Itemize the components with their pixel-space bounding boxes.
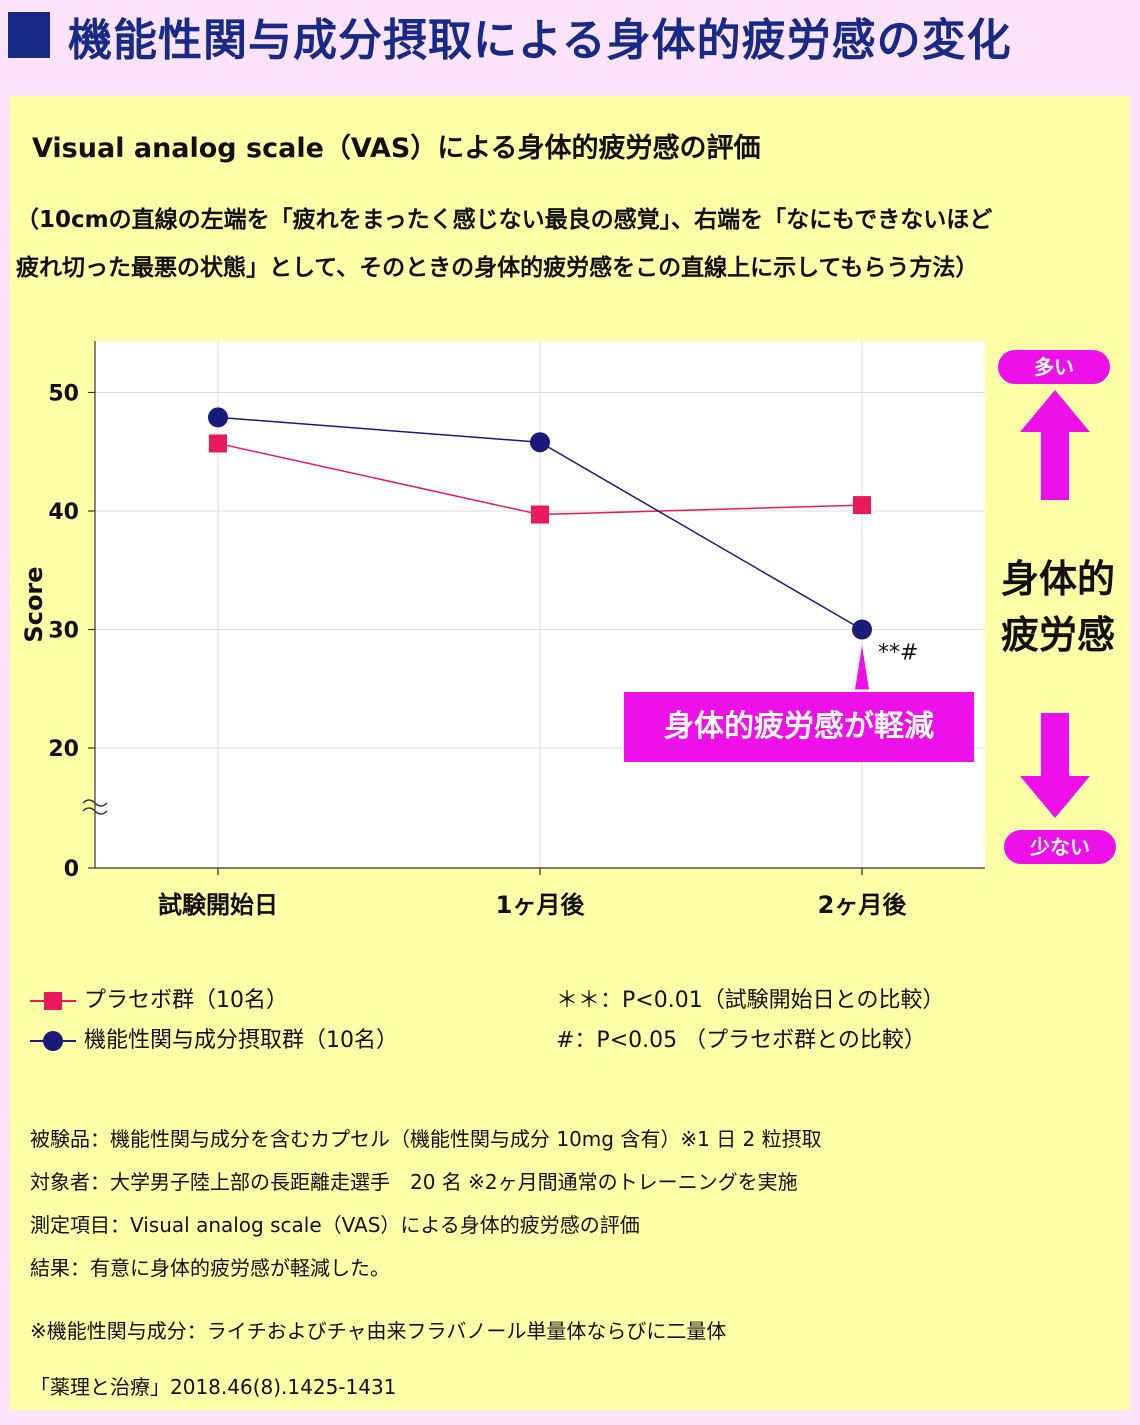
- grid: [95, 341, 985, 868]
- legend-square-marker-icon: [30, 991, 76, 1011]
- reference: 「薬理と治療」2018.46(8).1425-1431: [30, 1375, 397, 1399]
- side-label-line-2: 疲労感: [1000, 613, 1115, 657]
- callout-pointer: [855, 645, 869, 690]
- legend: プラセボ群（10名） 機能性関与成分摂取群（10名）: [30, 981, 398, 1061]
- note-subjects: 対象者：大学男子陸上部の長距離走選手 20 名 ※2ヶ月間通常のトレーニングを実…: [30, 1170, 798, 1194]
- side-label-line-1: 身体的: [1000, 557, 1115, 601]
- line-chart: 0 20 30 40 50 試験開始日 1ヶ月後 2ヶ月後 Score **#: [20, 341, 1090, 920]
- ingredient-footnote: ※機能性関与成分：ライチおよびチャ由来フラバノール単量体ならびに二量体: [30, 1319, 727, 1343]
- more-badge: 多い: [998, 350, 1110, 384]
- down-arrow-icon: [1020, 713, 1090, 818]
- x-tick-label: 試験開始日: [158, 891, 278, 919]
- fatigue-reduced-callout: 身体的疲労感が軽減: [624, 692, 974, 762]
- data-point-square: [209, 434, 227, 453]
- tick-labels: 0 20 30 40 50 試験開始日 1ヶ月後 2ヶ月後 Score **#: [20, 382, 918, 920]
- legend-label-active: 機能性関与成分摂取群（10名）: [84, 1028, 398, 1053]
- significance-line-2: #：P<0.05 （プラセボ群との比較）: [556, 1028, 926, 1053]
- description-line-2: 疲れ切った最悪の状態」として、そのときの身体的疲労感をこの直線上に示してもらう方…: [16, 255, 979, 281]
- y-tick-label: 40: [48, 500, 79, 525]
- page-title: 機能性関与成分摂取による身体的疲労感の変化: [68, 15, 1012, 66]
- note-result: 結果：有意に身体的疲労感が軽減した。: [30, 1256, 390, 1280]
- significance-annotation: **#: [878, 641, 918, 666]
- study-notes: 被験品：機能性関与成分を含むカプセル（機能性関与成分 10mg 含有）※1 日 …: [30, 1118, 822, 1290]
- less-badge: 少ない: [1004, 830, 1116, 864]
- y-tick-label: 50: [48, 382, 79, 407]
- axis-break-mark: [82, 799, 108, 807]
- subtitle: Visual analog scale（VAS）による身体的疲労感の評価: [32, 133, 761, 164]
- up-arrow-icon: [1020, 390, 1090, 500]
- x-tick-label: 2ヶ月後: [818, 891, 908, 919]
- x-tick-label: 1ヶ月後: [496, 891, 586, 919]
- legend-item-placebo: プラセボ群（10名）: [30, 981, 398, 1021]
- data-point-square: [531, 505, 549, 524]
- y-tick-label: 30: [48, 619, 79, 644]
- legend-label-placebo: プラセボ群（10名）: [84, 988, 288, 1013]
- title-square-icon: [8, 12, 50, 58]
- y-axis-title: Score: [20, 566, 48, 642]
- legend-circle-marker-icon: [30, 1031, 76, 1051]
- description: （10cmの直線の左端を「疲れをまったく感じない最良の感覚」、右端を「なにもでき…: [16, 196, 1126, 292]
- description-line-1: （10cmの直線の左端を「疲れをまったく感じない最良の感覚」、右端を「なにもでき…: [16, 207, 993, 233]
- note-measurement: 測定項目：Visual analog scale（VAS）による身体的疲労感の評…: [30, 1213, 640, 1237]
- data-point-circle: [852, 619, 872, 640]
- axis-break-mark: [82, 807, 108, 815]
- data-point-circle: [530, 432, 550, 453]
- data-point-circle: [208, 407, 228, 428]
- y-tick-label: 0: [64, 857, 79, 882]
- fatigue-side-label: 身体的 疲労感: [988, 551, 1128, 663]
- axes: [82, 341, 985, 875]
- data-point-square: [853, 496, 871, 515]
- note-test-item: 被験品：機能性関与成分を含むカプセル（機能性関与成分 10mg 含有）※1 日 …: [30, 1127, 822, 1151]
- significance-line-1: ＊＊：P<0.01（試験開始日との比較）: [556, 988, 945, 1013]
- legend-item-active: 機能性関与成分摂取群（10名）: [30, 1021, 398, 1061]
- significance-notes: ＊＊：P<0.01（試験開始日との比較） #：P<0.05 （プラセボ群との比較…: [556, 981, 944, 1061]
- content-panel: Visual analog scale（VAS）による身体的疲労感の評価 （10…: [10, 96, 1130, 1410]
- header: 機能性関与成分摂取による身体的疲労感の変化: [0, 0, 1140, 92]
- y-tick-label: 20: [48, 737, 79, 762]
- series: [208, 390, 1090, 818]
